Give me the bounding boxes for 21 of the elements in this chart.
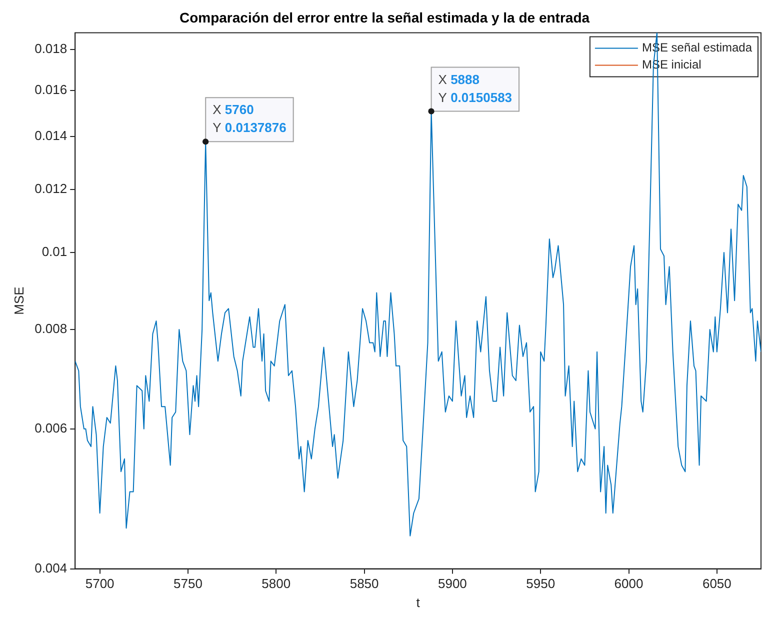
x-tick-label: 5950 bbox=[526, 576, 556, 592]
y-tick-label: 0.008 bbox=[34, 321, 68, 336]
x-tick-label: 6050 bbox=[702, 576, 732, 592]
annotation: X 5888 Y 0.0150583 bbox=[438, 72, 512, 105]
x-tick-label: 5800 bbox=[262, 576, 291, 592]
y-tick-label: 0.014 bbox=[34, 128, 68, 143]
chart-title: Comparación del error entre la señal estimada y la de entrada bbox=[179, 9, 590, 26]
y-tick-label: 0.01 bbox=[42, 244, 68, 260]
x-tick-label: 5700 bbox=[85, 576, 114, 592]
x-axis-title: t bbox=[416, 594, 420, 610]
annotation: X 5760 Y 0.0137876 bbox=[212, 102, 286, 136]
x-tick-label: 6000 bbox=[614, 576, 644, 592]
x-tick-label: 5750 bbox=[174, 576, 202, 592]
y-axis-title: MSE bbox=[11, 286, 26, 315]
y-tick-label: 0.018 bbox=[34, 41, 68, 56]
y-tick-label: 0.016 bbox=[34, 82, 68, 97]
y-tick-label: 0.012 bbox=[34, 181, 68, 196]
x-tick-label: 5850 bbox=[350, 576, 379, 592]
y-tick-label: 0.004 bbox=[34, 560, 68, 576]
y-tick-label: 0.006 bbox=[34, 420, 68, 436]
x-tick-label: 5900 bbox=[438, 576, 467, 592]
